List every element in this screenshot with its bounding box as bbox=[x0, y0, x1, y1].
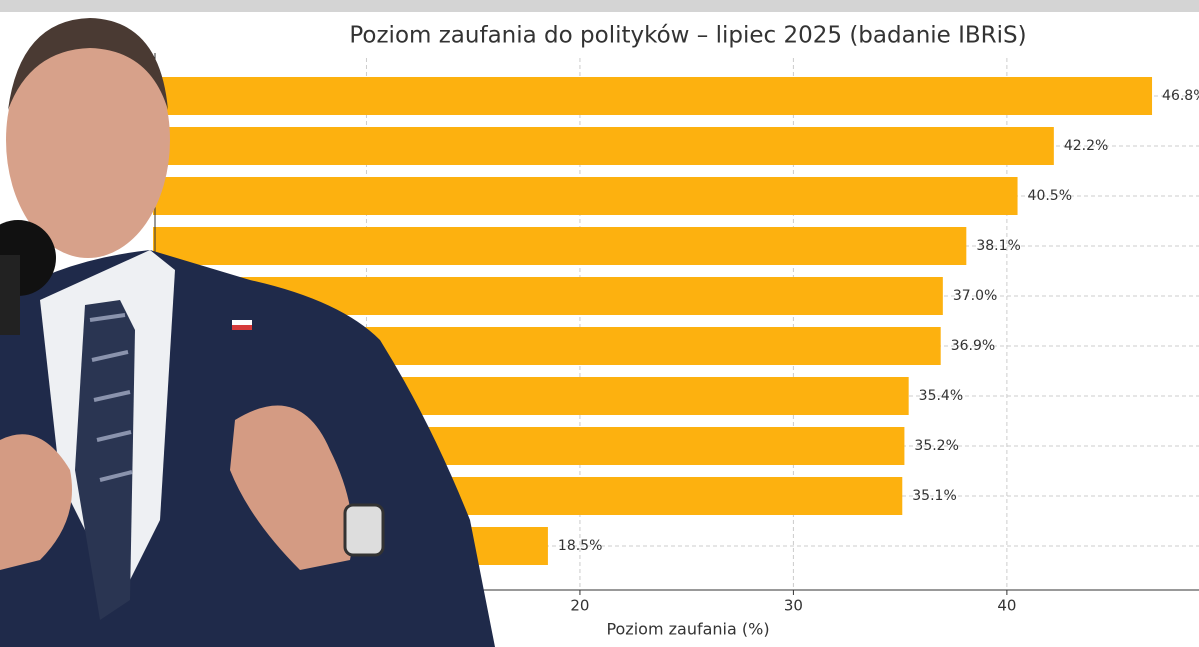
bar bbox=[153, 227, 967, 265]
value-label: 36.9% bbox=[951, 338, 995, 354]
value-label: 35.2% bbox=[914, 438, 958, 454]
value-label: 35.1% bbox=[912, 488, 956, 504]
value-label: 42.2% bbox=[1064, 138, 1108, 154]
value-label: 37.0% bbox=[953, 288, 997, 304]
bar bbox=[153, 177, 1018, 215]
x-tick-label: 30 bbox=[784, 597, 803, 615]
value-label: 38.1% bbox=[976, 238, 1020, 254]
x-axis-label: Poziom zaufania (%) bbox=[606, 620, 769, 639]
photo bbox=[0, 18, 495, 647]
value-label: 35.4% bbox=[919, 388, 963, 404]
x-tick-label: 20 bbox=[570, 597, 589, 615]
x-tick-label: 40 bbox=[997, 597, 1016, 615]
bar bbox=[153, 127, 1054, 165]
value-label: 18.5% bbox=[558, 538, 602, 554]
chart-title: Poziom zaufania do polityków – lipiec 20… bbox=[349, 23, 1026, 49]
value-label: 40.5% bbox=[1028, 188, 1072, 204]
bar bbox=[153, 77, 1153, 115]
top-strip bbox=[0, 0, 1199, 12]
value-label: 46.8% bbox=[1162, 88, 1199, 104]
